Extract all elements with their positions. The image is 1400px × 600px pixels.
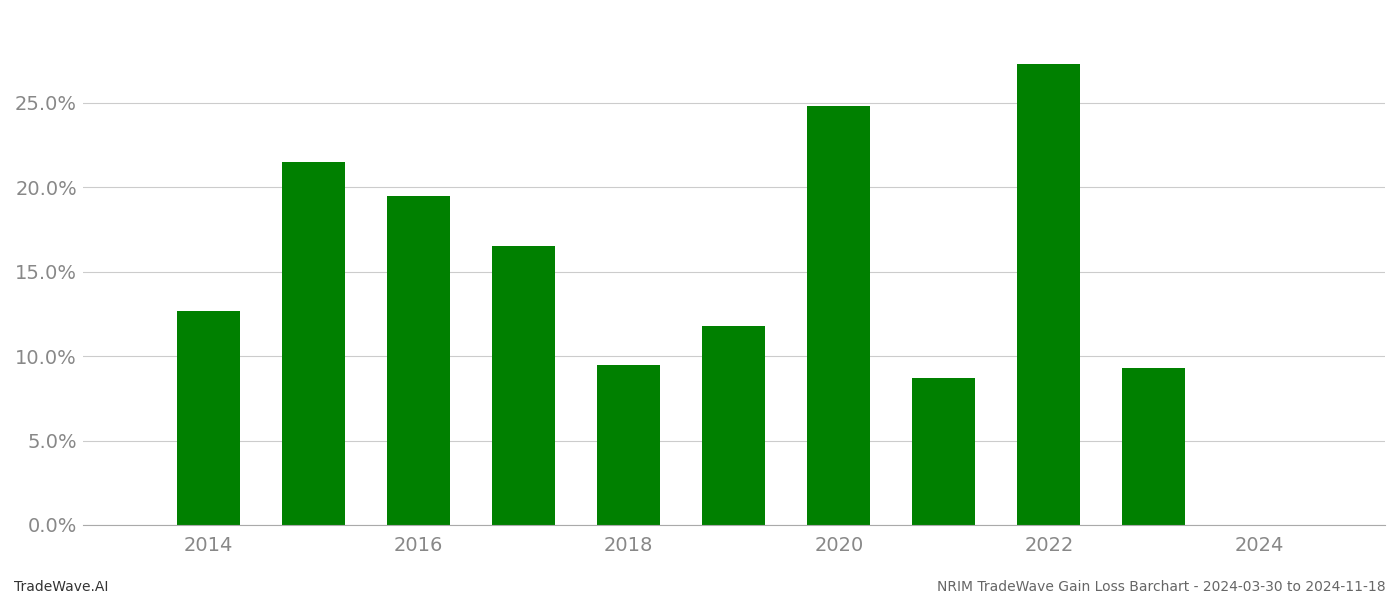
Bar xyxy=(283,162,346,525)
Bar xyxy=(913,378,976,525)
Bar xyxy=(1018,64,1081,525)
Bar xyxy=(176,311,241,525)
Bar xyxy=(598,365,661,525)
Text: TradeWave.AI: TradeWave.AI xyxy=(14,580,108,594)
Bar xyxy=(388,196,451,525)
Bar xyxy=(703,326,766,525)
Bar xyxy=(808,106,871,525)
Bar xyxy=(1123,368,1186,525)
Bar xyxy=(493,247,556,525)
Text: NRIM TradeWave Gain Loss Barchart - 2024-03-30 to 2024-11-18: NRIM TradeWave Gain Loss Barchart - 2024… xyxy=(938,580,1386,594)
